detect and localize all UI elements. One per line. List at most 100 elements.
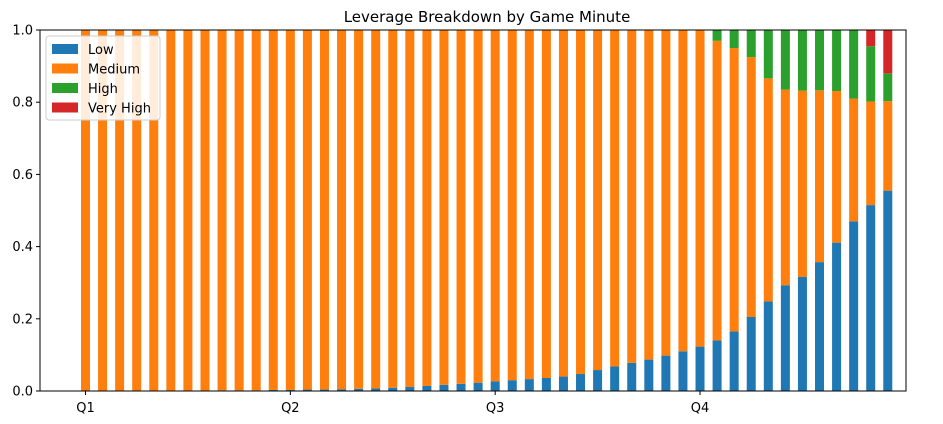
plot-frame (39, 29, 907, 392)
bar-medium-45 (849, 98, 859, 222)
axes-group (39, 29, 907, 392)
bar-low-20 (422, 385, 432, 391)
bar-low-24 (490, 381, 500, 391)
bar-medium-8 (217, 30, 227, 391)
bar-high-42 (797, 30, 807, 91)
bar-medium-35 (678, 30, 688, 352)
bar-low-26 (524, 379, 534, 391)
bar-low-40 (763, 301, 773, 391)
legend-swatch-high (52, 83, 78, 93)
bar-low-15 (337, 389, 347, 391)
bar-low-11 (268, 389, 278, 391)
bar-medium-0 (81, 30, 90, 391)
bar-medium-47 (883, 101, 893, 191)
bar-medium-40 (763, 78, 773, 302)
bar-medium-28 (558, 30, 568, 377)
bar-medium-42 (797, 90, 807, 277)
y-tick-label: 0.0 (12, 385, 33, 400)
legend-label-low: Low (88, 43, 114, 58)
bar-low-45 (849, 221, 859, 391)
bar-medium-25 (507, 30, 517, 381)
x-tick-label: Q3 (486, 401, 505, 416)
legend-label-medium: Medium (88, 63, 140, 78)
y-axis: 0.0 0.2 0.4 0.6 0.8 1.0 (12, 24, 40, 400)
y-tick-label: 0.6 (12, 168, 33, 183)
bar-medium-16 (354, 30, 364, 389)
bar-medium-33 (644, 30, 654, 360)
bar-high-40 (763, 30, 773, 79)
bar-low-30 (593, 370, 603, 391)
bar-low-29 (576, 374, 586, 391)
legend-label-very-high: Very High (88, 102, 151, 117)
bar-high-46 (866, 46, 876, 102)
bar-medium-44 (832, 91, 842, 243)
bar-high-44 (832, 30, 842, 92)
bar-medium-17 (371, 30, 381, 389)
bar-high-41 (780, 30, 790, 90)
bar-low-21 (439, 384, 449, 391)
bar-medium-18 (388, 30, 398, 388)
bar-medium-20 (422, 30, 432, 386)
bar-high-45 (849, 30, 859, 99)
bar-medium-21 (439, 30, 449, 385)
bar-medium-12 (285, 30, 295, 390)
bar-medium-34 (661, 30, 671, 356)
bar-low-18 (388, 387, 398, 391)
y-tick-label: 1.0 (12, 24, 33, 39)
bar-medium-5 (166, 30, 176, 391)
bar-medium-24 (490, 30, 500, 382)
bar-medium-26 (524, 30, 534, 380)
bar-high-38 (729, 30, 739, 49)
bar-medium-7 (200, 30, 210, 391)
bar-medium-39 (746, 57, 756, 317)
bar-low-36 (695, 346, 705, 391)
bar-medium-30 (593, 30, 603, 371)
bar-medium-2 (115, 30, 125, 391)
bar-medium-27 (541, 30, 551, 379)
y-tick-label: 0.4 (12, 240, 33, 255)
bar-medium-38 (729, 48, 739, 332)
bar-low-43 (815, 262, 825, 391)
bar-low-32 (627, 362, 637, 391)
x-tick-label: Q1 (76, 401, 95, 416)
bar-low-37 (712, 340, 722, 391)
bar-low-46 (866, 205, 876, 391)
bar-medium-6 (183, 30, 193, 391)
y-tick-label: 0.8 (12, 96, 33, 111)
bar-medium-10 (251, 30, 261, 391)
bar-medium-46 (866, 101, 876, 206)
bar-low-41 (780, 285, 790, 391)
bar-high-43 (815, 30, 825, 91)
bar-low-23 (473, 382, 483, 391)
bar-low-34 (661, 355, 671, 391)
bar-medium-37 (712, 40, 722, 341)
bar-low-38 (729, 331, 739, 391)
bar-low-33 (644, 359, 654, 391)
bar-low-35 (678, 351, 688, 391)
bar-low-22 (456, 383, 466, 391)
bar-low-27 (541, 378, 551, 391)
bar-medium-4 (149, 30, 159, 391)
bar-medium-41 (780, 89, 790, 286)
legend-box (45, 35, 161, 121)
bar-medium-36 (695, 30, 705, 347)
bar-medium-9 (234, 30, 244, 391)
bar-low-19 (405, 387, 415, 391)
bar-medium-14 (319, 30, 329, 390)
bar-low-13 (302, 389, 312, 391)
bar-very-high-47 (883, 30, 893, 74)
bar-high-37 (712, 30, 722, 41)
legend-swatch-low (52, 44, 78, 54)
bar-low-12 (285, 389, 295, 391)
bar-low-44 (832, 242, 842, 391)
legend: Low Medium High Very High (45, 35, 161, 121)
bar-low-42 (797, 276, 807, 391)
bar-medium-23 (473, 30, 483, 383)
bars-group (81, 30, 893, 391)
legend-swatch-very-high (52, 102, 78, 113)
bar-low-39 (746, 317, 756, 391)
legend-label-high: High (88, 82, 118, 97)
bar-medium-19 (405, 30, 415, 388)
bar-medium-31 (610, 30, 620, 367)
